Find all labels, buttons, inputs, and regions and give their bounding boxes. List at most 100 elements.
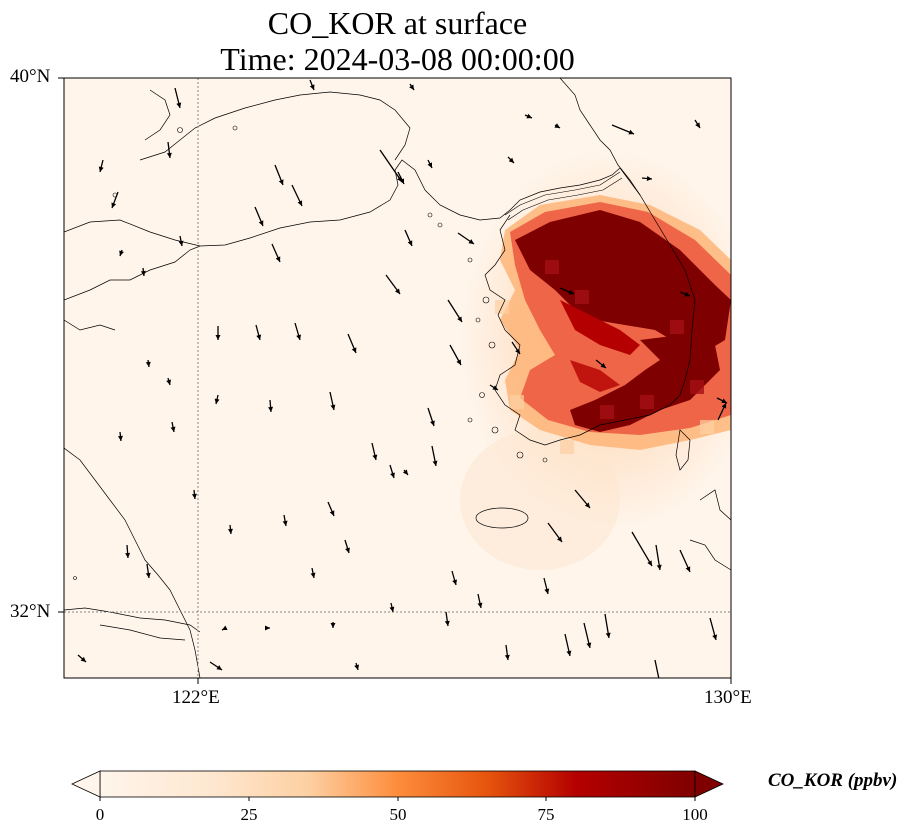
wind-vector-head <box>721 403 727 409</box>
wind-vector-head <box>309 84 315 90</box>
wind-vector-head <box>407 240 413 246</box>
colorbar-extend-max <box>694 770 724 798</box>
colorbar-body <box>99 770 696 798</box>
wind-vector-head <box>504 654 510 660</box>
wind-vectors <box>77 79 728 684</box>
wind-vector <box>654 659 660 678</box>
wind-vector-head <box>214 398 220 404</box>
wind-vector-head <box>372 454 378 460</box>
wind-vector-head <box>351 347 357 353</box>
wind-vector-head <box>554 123 560 128</box>
lat-tick-label: 40°N <box>10 66 51 87</box>
wind-vector-head <box>297 200 303 206</box>
wind-vector-head <box>430 420 435 426</box>
wind-vector-head <box>390 472 395 478</box>
wind-vector-head <box>176 102 182 108</box>
gridlines <box>64 78 731 678</box>
wind-vector-head <box>657 679 662 684</box>
wind-vector-head <box>330 404 336 410</box>
islands <box>73 125 548 580</box>
wind-vector-head <box>721 398 727 403</box>
wind-vector <box>379 149 403 183</box>
colorbar-tick-label: 50 <box>389 805 407 824</box>
colorbar-tick-label: 75 <box>537 805 555 824</box>
wind-vector-head <box>477 602 483 608</box>
wind-vector-head <box>119 250 124 256</box>
wind-vector-head <box>452 579 458 585</box>
wind-vector-head <box>98 166 104 172</box>
lon-tick-label: 130°E <box>704 687 752 708</box>
wind-vector-head <box>256 334 262 340</box>
map-title: CO_KOR at surface <box>267 5 528 41</box>
wind-vector-head <box>647 560 652 566</box>
wind-vector-head <box>278 179 284 185</box>
map-frame <box>63 77 732 679</box>
colorbar-extend-min <box>71 770 101 798</box>
wind-vector-head <box>586 642 592 648</box>
wind-vector-head <box>685 566 691 572</box>
wind-vector-head <box>684 291 690 297</box>
wind-vector-head <box>222 625 228 630</box>
wind-vector-head <box>216 665 222 670</box>
wind-vector-head <box>508 157 514 163</box>
wind-vector-head <box>628 129 634 135</box>
wind-vector-head <box>145 572 151 578</box>
wind-vector-head <box>695 122 700 128</box>
wind-vector-head <box>409 84 414 90</box>
wind-vector-head <box>432 460 438 466</box>
wind-vector-head <box>111 202 117 208</box>
wind-vector-head <box>584 502 590 508</box>
wind-vector-head <box>191 493 197 499</box>
wind-vector <box>631 531 653 567</box>
wind-vector-head <box>178 240 184 246</box>
wind-vector-head <box>140 270 146 276</box>
wind-vector-head <box>145 361 151 367</box>
wind-vector-head <box>215 335 221 340</box>
colorbar-label: CO_KOR (ppbv) <box>768 770 898 791</box>
wind-vector-head <box>80 656 86 662</box>
wind-vector-head <box>399 178 404 184</box>
wind-vector-head <box>526 113 532 119</box>
wind-vector-head <box>515 348 520 354</box>
wind-vector-head <box>125 552 131 558</box>
coastlines <box>64 78 731 678</box>
wind-vector-head <box>544 588 550 594</box>
wind-vector-head <box>646 176 652 181</box>
wind-vector-head <box>566 650 572 656</box>
wind-vector-head <box>389 606 395 612</box>
map-subtitle: Time: 2024-03-08 00:00:00 <box>220 41 575 77</box>
wind-vector-head <box>600 362 606 368</box>
wind-vector-head <box>329 510 335 516</box>
wind-vector-head <box>468 239 474 244</box>
wind-vector-head <box>227 528 233 534</box>
wind-vector-head <box>268 406 274 412</box>
wind-vector-head <box>275 256 281 262</box>
lon-tick-label: 122°E <box>172 687 220 708</box>
wind-vector-head <box>330 623 336 628</box>
axis-tick-marks <box>58 77 732 684</box>
wind-vector-head <box>166 379 172 385</box>
wind-vector-head <box>258 220 264 226</box>
wind-vector-head <box>402 469 408 475</box>
wind-vector-head <box>444 620 450 626</box>
lat-tick-label: 32°N <box>10 601 51 622</box>
wind-vector-head <box>345 547 350 553</box>
wind-vector-head <box>166 152 172 158</box>
wind-vector-head <box>170 426 176 432</box>
wind-vector-head <box>310 572 316 578</box>
wind-vector-head <box>557 536 562 542</box>
wind-vector-head <box>282 520 288 526</box>
wind-vector-head <box>568 289 574 295</box>
colorbar <box>71 770 724 801</box>
colorbar-tick-label: 25 <box>240 805 258 824</box>
wind-vector-head <box>712 634 718 640</box>
concentration-field <box>460 150 731 570</box>
wind-vector-head <box>656 564 662 570</box>
wind-vector-head <box>296 334 301 340</box>
colorbar-tick-label: 100 <box>682 805 708 824</box>
colorbar-tick-label: 0 <box>95 805 105 824</box>
wind-vector-head <box>605 632 611 638</box>
wind-vector-head <box>456 359 461 365</box>
wind-vector-head <box>457 316 462 322</box>
